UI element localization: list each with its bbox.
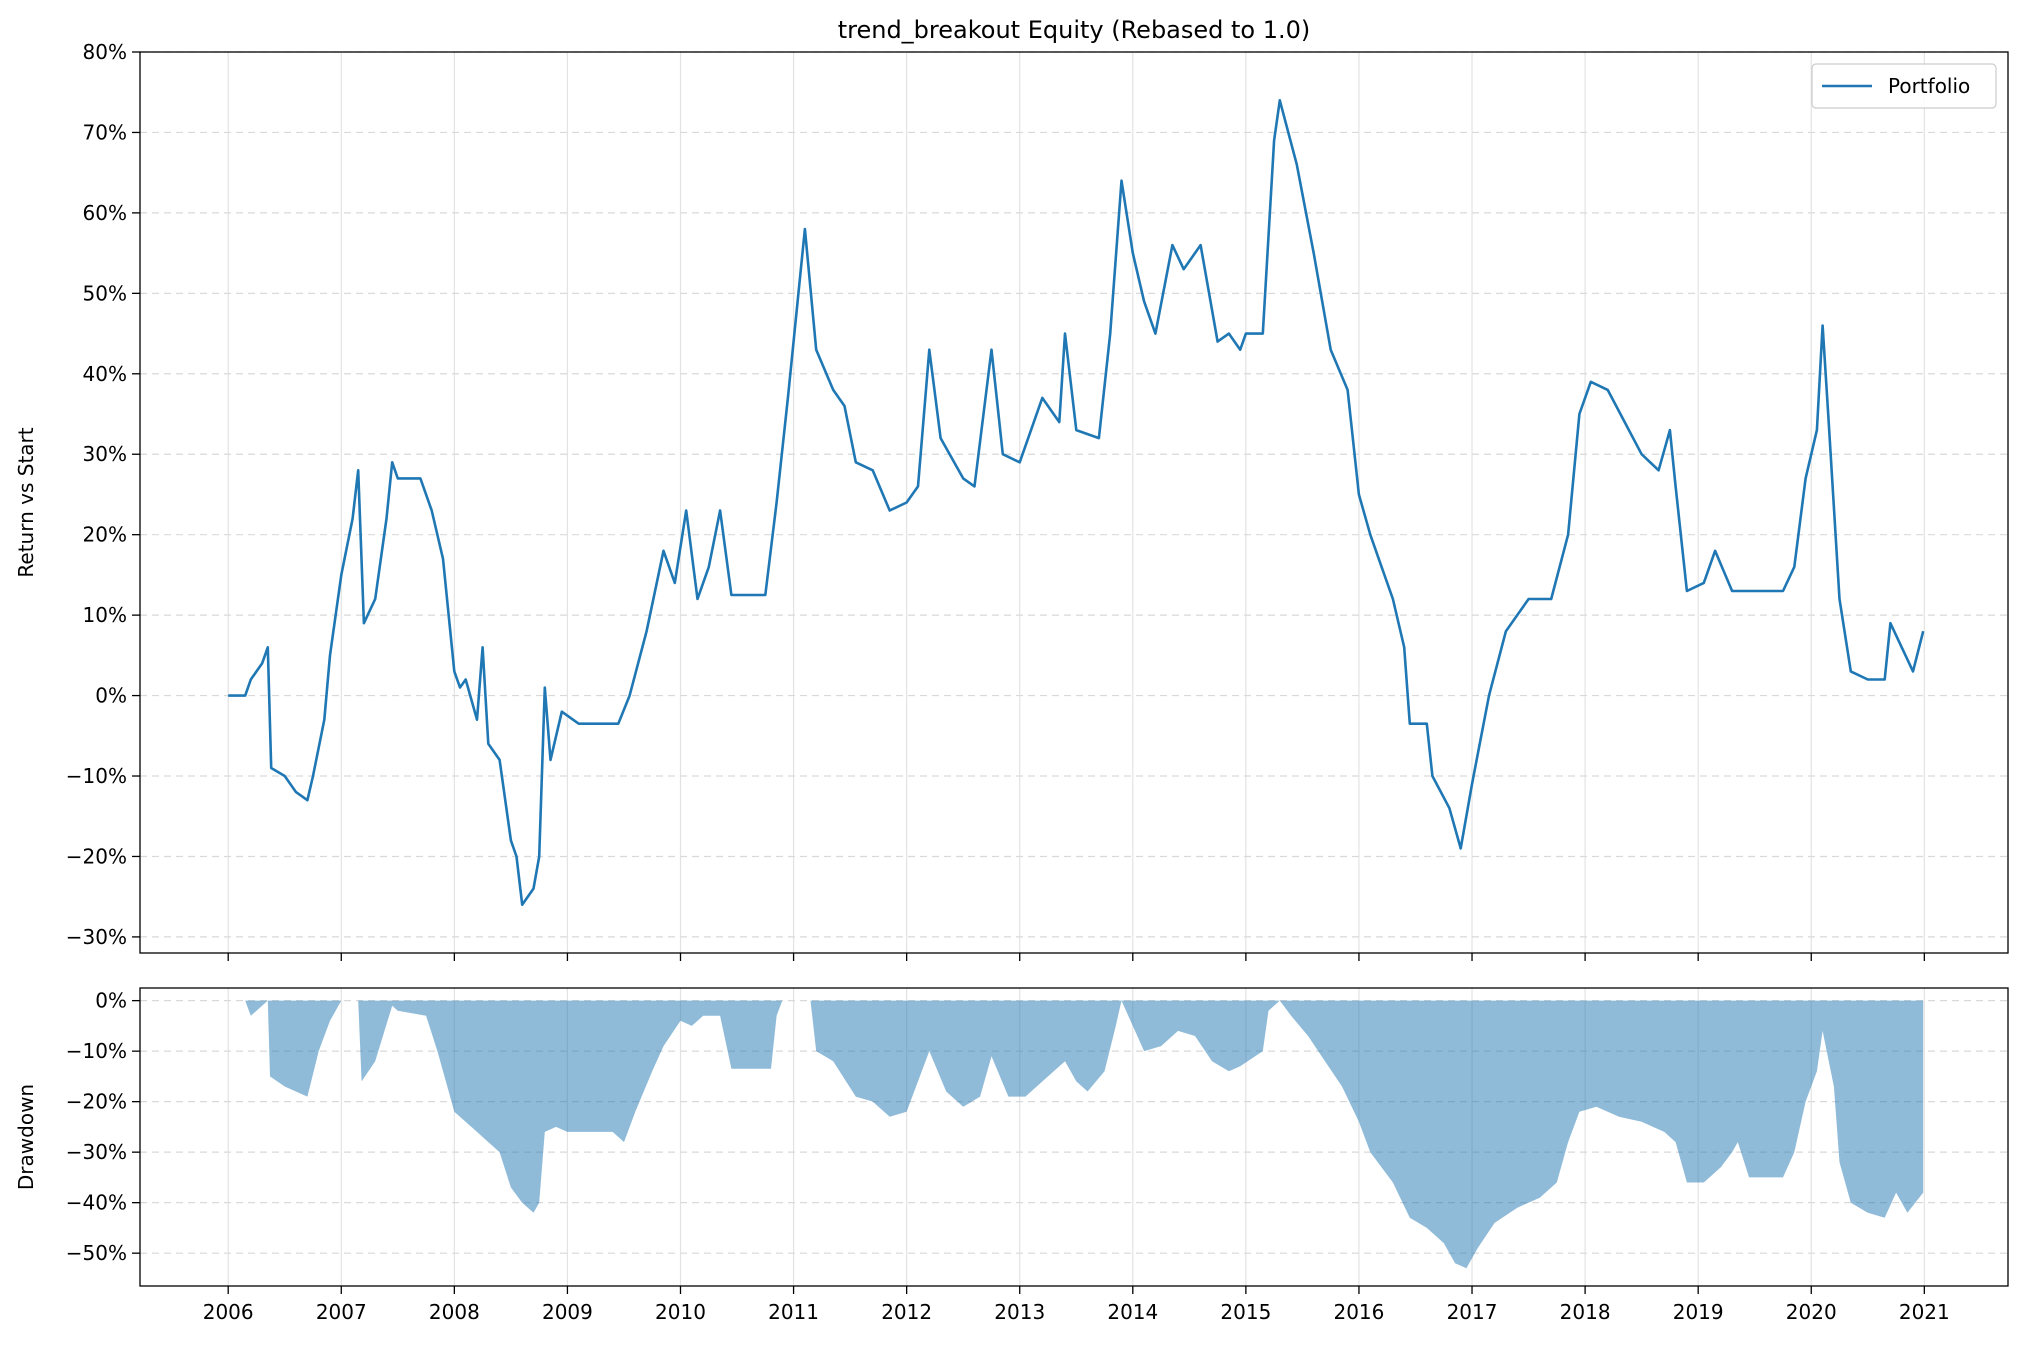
top-y-tick-label: 20%: [83, 523, 127, 547]
bot-y-tick-label: −20%: [66, 1090, 127, 1114]
legend-box: [1811, 63, 1997, 109]
bot-x-tick-label: 2015: [1220, 1300, 1271, 1324]
equity-y-ticks: −30% −20% −10% 0% 10% 20% 30% 40% 50% 60% 70% 80%: [66, 40, 140, 949]
bot-x-tick-label: 2010: [655, 1300, 706, 1324]
bot-y-tick-label: −30%: [66, 1140, 127, 1164]
bot-x-tick-label: 2013: [994, 1300, 1045, 1324]
bot-x-tick-label: 2014: [1107, 1300, 1158, 1324]
legend: Portfolio: [1811, 63, 1997, 109]
top-y-tick-label: −10%: [66, 764, 127, 788]
equity-series: [228, 99, 1925, 906]
drawdown-panel: −50%−40%−30%−20%−10%0% 2006 2007 2008 2009 2…: [14, 987, 2009, 1324]
top-y-tick-label: 70%: [83, 120, 127, 144]
top-y-tick-label: 50%: [83, 281, 127, 305]
equity-line-portfolio: [228, 99, 1925, 906]
bot-y-tick-label: 0%: [95, 989, 127, 1013]
bot-x-tick-label: 2016: [1333, 1300, 1384, 1324]
bot-y-tick-label: −40%: [66, 1191, 127, 1215]
top-y-tick-label: −20%: [66, 844, 127, 868]
bot-y-tick-label: −10%: [66, 1039, 127, 1063]
drawdown-axes-frame: [139, 987, 2009, 1287]
bot-x-tick-label: 2021: [1899, 1300, 1950, 1324]
drawdown-series: [228, 1000, 1924, 1269]
chart-title: trend_breakout Equity (Rebased to 1.0): [838, 16, 1311, 44]
bot-x-tick-label: 2009: [542, 1300, 593, 1324]
drawdown-area: [228, 1000, 1924, 1269]
drawdown-y-ticks: −50% −40% −30% −20% −10% 0%: [66, 989, 140, 1265]
equity-panel: −30% −20% −10% 0% 10% 20% 30% 40% 50% 60% 70% 80% t…: [14, 16, 2009, 961]
top-y-tick-label: 40%: [83, 362, 127, 386]
top-y-tick-label: 60%: [83, 201, 127, 225]
bot-x-tick-label: 2011: [768, 1300, 819, 1324]
equity-y-axis-label: Return vs Start: [14, 427, 38, 577]
bot-x-tick-label: 2008: [429, 1300, 480, 1324]
top-y-tick-label: 80%: [83, 40, 127, 64]
bot-x-tick-label: 2007: [316, 1300, 367, 1324]
equity-grid: [140, 51, 2008, 953]
top-y-tick-label: 30%: [83, 442, 127, 466]
bot-x-tick-label: 2006: [203, 1300, 254, 1324]
top-y-tick-label: −30%: [66, 925, 127, 949]
equity-axes-frame: [139, 51, 2009, 954]
bot-x-tick-label: 2017: [1447, 1300, 1498, 1324]
bot-x-tick-label: 2019: [1673, 1300, 1724, 1324]
bot-y-tick-label: −50%: [66, 1241, 127, 1265]
drawdown-y-axis-label: Drawdown: [14, 1084, 38, 1190]
top-y-tick-label: 0%: [95, 684, 127, 708]
legend-label-portfolio: Portfolio: [1888, 74, 1970, 98]
bot-x-tick-label: 2018: [1560, 1300, 1611, 1324]
top-y-tick-label: 10%: [83, 603, 127, 627]
bot-x-tick-label: 2012: [881, 1300, 932, 1324]
bot-x-tick-label: 2020: [1786, 1300, 1837, 1324]
drawdown-x-ticks: 2006 2007 2008 2009 2010 2011 2012 2013 2014 2015…: [203, 1286, 1950, 1324]
equity-x-ticks: [227, 953, 1925, 961]
